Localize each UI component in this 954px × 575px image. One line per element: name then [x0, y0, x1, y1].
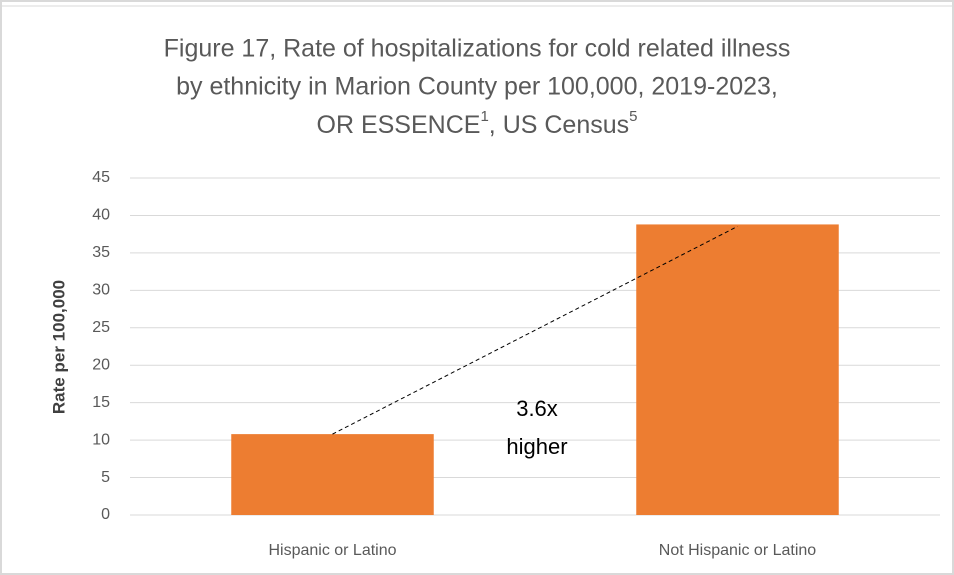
title-part: OR ESSENCE	[317, 111, 481, 139]
y-tick-label: 45	[92, 169, 110, 186]
y-tick-label: 10	[92, 431, 110, 448]
title-line: Figure 17, Rate of hospitalizations for …	[164, 35, 791, 63]
x-tick-label: Not Hispanic or Latino	[659, 542, 817, 559]
y-tick-label: 30	[92, 282, 110, 299]
y-tick-label: 5	[101, 469, 110, 486]
bar	[231, 434, 434, 515]
bar	[636, 224, 839, 516]
annotation: higher	[506, 434, 567, 459]
y-tick-label: 35	[92, 244, 110, 261]
y-tick-label: 25	[92, 319, 110, 336]
title-line: OR ESSENCE1, US Census5	[317, 108, 638, 139]
title-line: by ethnicity in Marion County per 100,00…	[176, 73, 778, 101]
y-tick-label: 20	[92, 356, 110, 373]
y-tick-label: 40	[92, 207, 110, 224]
comparison-line	[332, 225, 738, 435]
y-axis-label: Rate per 100,000	[49, 280, 68, 414]
title-part: , US Census	[489, 111, 629, 139]
title-superscript: 5	[629, 108, 637, 125]
title-superscript: 1	[480, 108, 488, 125]
y-tick-label: 15	[92, 394, 110, 411]
annotation: 3.6x	[516, 396, 558, 421]
x-tick-label: Hispanic or Latino	[268, 542, 396, 559]
y-tick-label: 0	[101, 506, 110, 523]
